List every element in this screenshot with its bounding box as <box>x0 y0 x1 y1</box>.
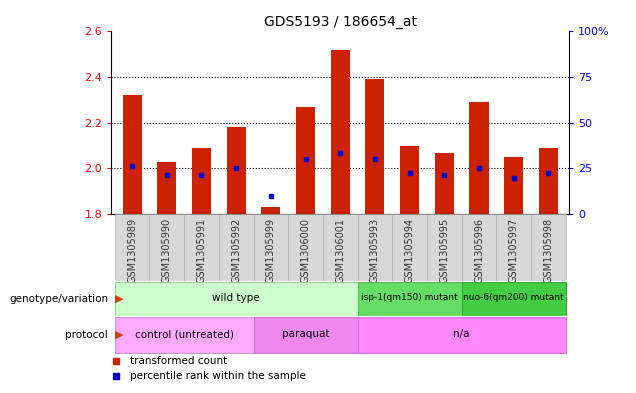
Text: GSM1305999: GSM1305999 <box>266 218 276 283</box>
Text: wild type: wild type <box>212 293 260 303</box>
Text: percentile rank within the sample: percentile rank within the sample <box>130 371 305 381</box>
Text: GSM1305995: GSM1305995 <box>439 218 449 283</box>
Bar <box>254 317 357 353</box>
Text: GSM1305997: GSM1305997 <box>509 218 519 283</box>
Text: n/a: n/a <box>453 329 470 339</box>
Bar <box>226 127 245 214</box>
Bar <box>219 214 254 281</box>
Bar <box>254 214 288 281</box>
Text: GSM1305996: GSM1305996 <box>474 218 484 283</box>
Text: GSM1305991: GSM1305991 <box>197 218 207 283</box>
Text: GSM1305992: GSM1305992 <box>232 218 241 283</box>
Bar <box>157 162 176 214</box>
Text: ▶: ▶ <box>114 294 123 304</box>
Text: GSM1306001: GSM1306001 <box>335 218 345 283</box>
Bar <box>427 214 462 281</box>
Bar <box>400 146 419 214</box>
Bar <box>392 214 427 281</box>
Text: genotype/variation: genotype/variation <box>9 294 108 304</box>
Bar <box>114 282 357 316</box>
Bar <box>462 282 566 316</box>
Text: GSM1305993: GSM1305993 <box>370 218 380 283</box>
Bar <box>496 214 531 281</box>
Text: control (untreated): control (untreated) <box>135 329 233 339</box>
Bar <box>323 214 357 281</box>
Bar <box>357 282 462 316</box>
Bar <box>114 214 149 281</box>
Title: GDS5193 / 186654_at: GDS5193 / 186654_at <box>264 15 417 29</box>
Bar <box>288 214 323 281</box>
Text: ▶: ▶ <box>114 330 123 340</box>
Bar <box>123 95 142 214</box>
Bar <box>331 50 350 214</box>
Bar <box>114 317 254 353</box>
Text: GSM1305994: GSM1305994 <box>404 218 415 283</box>
Bar <box>149 214 184 281</box>
Bar <box>296 107 315 214</box>
Bar <box>504 157 523 214</box>
Text: GSM1305998: GSM1305998 <box>543 218 553 283</box>
Bar <box>469 102 488 214</box>
Text: transformed count: transformed count <box>130 356 227 365</box>
Text: paraquat: paraquat <box>282 329 329 339</box>
Text: nuo-6(qm200) mutant: nuo-6(qm200) mutant <box>464 294 564 303</box>
Bar <box>357 214 392 281</box>
Text: GSM1305990: GSM1305990 <box>162 218 172 283</box>
Bar <box>462 214 496 281</box>
Bar <box>531 214 566 281</box>
Bar <box>435 152 454 214</box>
Text: protocol: protocol <box>66 330 108 340</box>
Bar <box>184 214 219 281</box>
Text: GSM1305989: GSM1305989 <box>127 218 137 283</box>
Bar <box>357 317 566 353</box>
Bar <box>261 208 280 214</box>
Text: isp-1(qm150) mutant: isp-1(qm150) mutant <box>361 294 458 303</box>
Bar <box>539 148 558 214</box>
Text: GSM1306000: GSM1306000 <box>301 218 310 283</box>
Bar <box>192 148 211 214</box>
Bar <box>366 79 385 214</box>
